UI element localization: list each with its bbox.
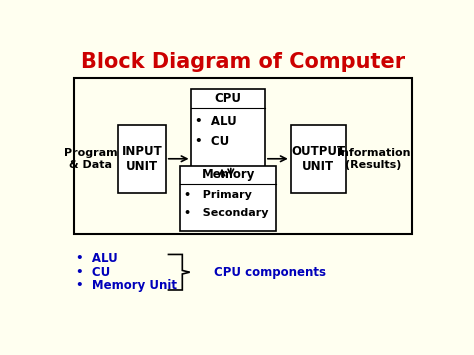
Text: Block Diagram of Computer: Block Diagram of Computer bbox=[81, 52, 405, 72]
Text: Program
& Data: Program & Data bbox=[64, 148, 117, 170]
Text: •  ALU: • ALU bbox=[76, 252, 118, 265]
Text: CPU: CPU bbox=[215, 92, 242, 105]
Bar bbox=[181, 165, 276, 231]
Text: •   Secondary: • Secondary bbox=[184, 208, 269, 218]
Bar bbox=[191, 89, 265, 179]
Text: •  CU: • CU bbox=[195, 135, 229, 148]
Bar bbox=[118, 125, 166, 193]
Text: •  ALU: • ALU bbox=[195, 115, 237, 128]
Text: Information
(Results): Information (Results) bbox=[337, 148, 410, 170]
Text: CPU components: CPU components bbox=[213, 266, 326, 279]
Bar bbox=[291, 125, 346, 193]
Text: •   Primary: • Primary bbox=[184, 190, 252, 200]
Bar bbox=[74, 78, 412, 234]
Text: •  CU: • CU bbox=[76, 266, 110, 279]
Text: INPUT
UNIT: INPUT UNIT bbox=[121, 145, 162, 173]
Text: •  Memory Unit: • Memory Unit bbox=[76, 279, 177, 293]
Text: Memory: Memory bbox=[201, 168, 255, 181]
Text: OUTPUT
UNIT: OUTPUT UNIT bbox=[291, 145, 345, 173]
